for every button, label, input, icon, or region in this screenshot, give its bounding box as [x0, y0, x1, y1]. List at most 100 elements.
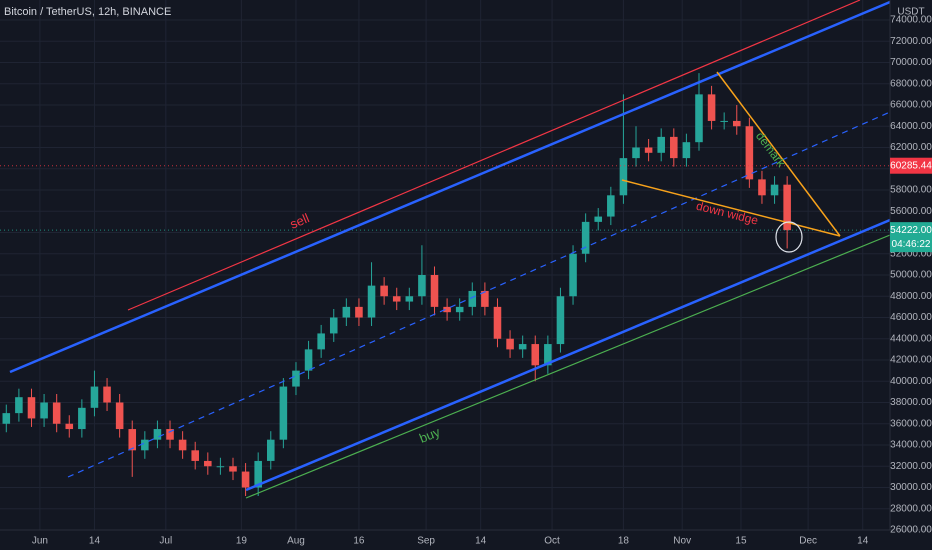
y-tick-label: 56000.00 [890, 206, 932, 217]
candle-body [292, 370, 300, 387]
x-tick-label: 18 [618, 536, 630, 547]
candle-body [481, 290, 489, 307]
y-tick-label: 34000.00 [890, 440, 932, 451]
annotation: sell [288, 210, 312, 231]
x-tick-label: Jul [159, 536, 172, 547]
candle-body [166, 429, 174, 440]
y-tick-label: 46000.00 [890, 312, 932, 323]
candle-body [241, 471, 250, 488]
y-tick-label: 38000.00 [890, 397, 932, 408]
candle-body [430, 274, 439, 307]
candle-body [531, 344, 540, 366]
x-tick-label: 19 [236, 536, 248, 547]
candle-body [544, 344, 552, 366]
buy-line [245, 234, 891, 499]
triangle-upper [716, 71, 841, 237]
y-tick-label: 70000.00 [890, 57, 932, 68]
candle-body [632, 147, 640, 159]
candle-body [103, 386, 111, 403]
price-label: 60285.44 [890, 160, 932, 171]
y-tick-label: 66000.00 [890, 100, 932, 111]
candle-body [770, 184, 779, 196]
candle-body [644, 147, 653, 153]
candle-body [178, 439, 187, 451]
candle-body [493, 306, 502, 339]
drawings [9, 0, 891, 499]
candle-body [607, 195, 615, 217]
candle-body [745, 126, 754, 180]
candle-body [204, 460, 212, 467]
candle-body [191, 450, 199, 461]
candle-body [556, 296, 565, 345]
x-tick-label: 14 [857, 536, 869, 547]
candle-body [380, 285, 388, 297]
candle-body [15, 397, 23, 414]
price-label-box [890, 157, 932, 174]
x-tick-label: Nov [673, 536, 691, 547]
candle-body [670, 136, 678, 159]
candle-body [657, 136, 665, 153]
candle-body [153, 429, 162, 440]
mid-channel [67, 111, 891, 478]
y-unit: USDT [897, 7, 924, 18]
candle-body [52, 402, 61, 424]
candle-body [216, 466, 225, 468]
x-tick-label: 15 [735, 536, 747, 547]
upper-channel [9, 0, 891, 374]
y-tick-label: 36000.00 [890, 418, 932, 429]
x-tick-label: 14 [475, 536, 487, 547]
candle-body [78, 407, 86, 430]
candle-body [317, 333, 325, 350]
candle-body [304, 349, 313, 371]
y-tick-label: 50000.00 [890, 270, 932, 281]
candle-body [783, 184, 791, 231]
y-tick-label: 32000.00 [890, 461, 932, 472]
y-tick-label: 68000.00 [890, 78, 932, 89]
axes: 26000.00 28000.00 30000.00 32000.00 34000.00… [32, 15, 932, 547]
candle-body [443, 306, 451, 313]
highlight-circle [775, 221, 803, 253]
candle-body [569, 253, 577, 297]
candle-body [90, 386, 99, 408]
x-tick-label: Jun [32, 536, 48, 547]
candle-body [720, 120, 728, 122]
candle-body [707, 94, 716, 121]
y-tick-label: 62000.00 [890, 142, 932, 153]
candle-body [392, 296, 401, 302]
candle-body [329, 317, 338, 334]
candle-body [405, 296, 414, 302]
triangle-lower [621, 179, 841, 237]
x-tick-label: 14 [89, 536, 101, 547]
candle-body [695, 94, 703, 143]
y-tick-label: 42000.00 [890, 355, 932, 366]
candle-body [141, 439, 149, 451]
candle-body [115, 402, 124, 430]
x-tick-label: Oct [544, 536, 560, 547]
candle-body [2, 413, 11, 424]
chart-title: Bitcoin / TetherUS, 12h, BINANCE [4, 6, 171, 18]
candle-body [128, 429, 137, 451]
x-tick-label: Sep [417, 536, 435, 547]
candle-body [418, 274, 426, 297]
candle-body [27, 397, 36, 419]
y-tick-label: 64000.00 [890, 121, 932, 132]
candle-body [342, 306, 351, 318]
candle-body [758, 179, 766, 196]
candle-body [267, 439, 275, 461]
price-axis [890, 0, 932, 550]
candle-body [581, 221, 590, 254]
candle-body [468, 290, 477, 307]
y-tick-label: 52000.00 [890, 248, 932, 259]
sell-line [127, 0, 861, 311]
x-tick-label: Dec [799, 536, 817, 547]
candle-body [65, 423, 74, 430]
candle-body [40, 402, 48, 419]
candle-body [279, 386, 288, 440]
candle-body [455, 306, 464, 313]
countdown: 04:46:22 [892, 239, 931, 250]
candle-body [518, 344, 527, 350]
y-tick-label: 44000.00 [890, 333, 932, 344]
grid [0, 0, 890, 531]
y-tick-label: 58000.00 [890, 185, 932, 196]
